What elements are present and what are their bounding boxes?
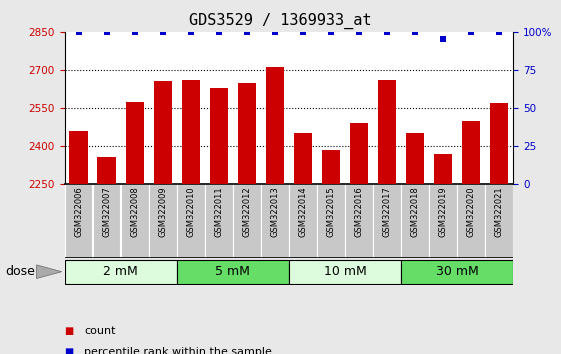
Bar: [490, 103, 508, 184]
Text: GSM322007: GSM322007: [102, 186, 111, 237]
Polygon shape: [36, 265, 62, 279]
Bar: [65, 184, 93, 258]
Text: GSM322014: GSM322014: [298, 186, 307, 237]
Bar: [177, 184, 205, 258]
Text: GSM322012: GSM322012: [242, 186, 251, 237]
Bar: [434, 154, 452, 184]
Bar: [98, 158, 116, 184]
Bar: [401, 184, 429, 258]
Bar: [182, 80, 200, 184]
Text: GSM322006: GSM322006: [74, 186, 83, 237]
Bar: [294, 133, 312, 184]
Bar: [266, 67, 284, 184]
Bar: [70, 131, 88, 184]
Bar: [429, 184, 457, 258]
Bar: [350, 123, 368, 184]
Text: GDS3529 / 1369933_at: GDS3529 / 1369933_at: [189, 12, 372, 29]
Text: GSM322011: GSM322011: [214, 186, 223, 237]
Bar: [121, 184, 149, 258]
Text: percentile rank within the sample: percentile rank within the sample: [84, 347, 272, 354]
Text: dose: dose: [6, 265, 35, 278]
Bar: [373, 184, 401, 258]
Text: GSM322016: GSM322016: [355, 186, 364, 237]
Bar: [261, 184, 289, 258]
Text: 2 mM: 2 mM: [103, 265, 138, 278]
Bar: [317, 184, 345, 258]
Bar: [149, 184, 177, 258]
Bar: [462, 121, 480, 184]
Text: GSM322008: GSM322008: [130, 186, 139, 237]
Text: GSM322013: GSM322013: [270, 186, 279, 237]
Text: ■: ■: [65, 347, 73, 354]
Bar: [65, 260, 177, 284]
Bar: [406, 133, 424, 184]
Bar: [205, 184, 233, 258]
Text: GSM322010: GSM322010: [186, 186, 195, 237]
Bar: [126, 102, 144, 184]
Text: 30 mM: 30 mM: [436, 265, 479, 278]
Bar: [93, 184, 121, 258]
Text: 10 mM: 10 mM: [324, 265, 366, 278]
Text: GSM322018: GSM322018: [411, 186, 420, 237]
Text: GSM322017: GSM322017: [383, 186, 392, 237]
Bar: [238, 82, 256, 184]
Text: GSM322009: GSM322009: [158, 186, 167, 237]
Bar: [401, 260, 513, 284]
Bar: [233, 184, 261, 258]
Text: ■: ■: [65, 326, 73, 336]
Bar: [154, 81, 172, 184]
Text: count: count: [84, 326, 116, 336]
Bar: [485, 184, 513, 258]
Text: GSM322021: GSM322021: [495, 186, 504, 237]
Bar: [177, 260, 289, 284]
Text: 5 mM: 5 mM: [215, 265, 250, 278]
Bar: [289, 184, 317, 258]
Bar: [457, 184, 485, 258]
Bar: [345, 184, 373, 258]
Text: GSM322020: GSM322020: [467, 186, 476, 237]
Bar: [289, 260, 401, 284]
Bar: [322, 150, 340, 184]
Bar: [210, 88, 228, 184]
Text: GSM322019: GSM322019: [439, 186, 448, 237]
Text: GSM322015: GSM322015: [327, 186, 335, 237]
Bar: [378, 80, 396, 184]
